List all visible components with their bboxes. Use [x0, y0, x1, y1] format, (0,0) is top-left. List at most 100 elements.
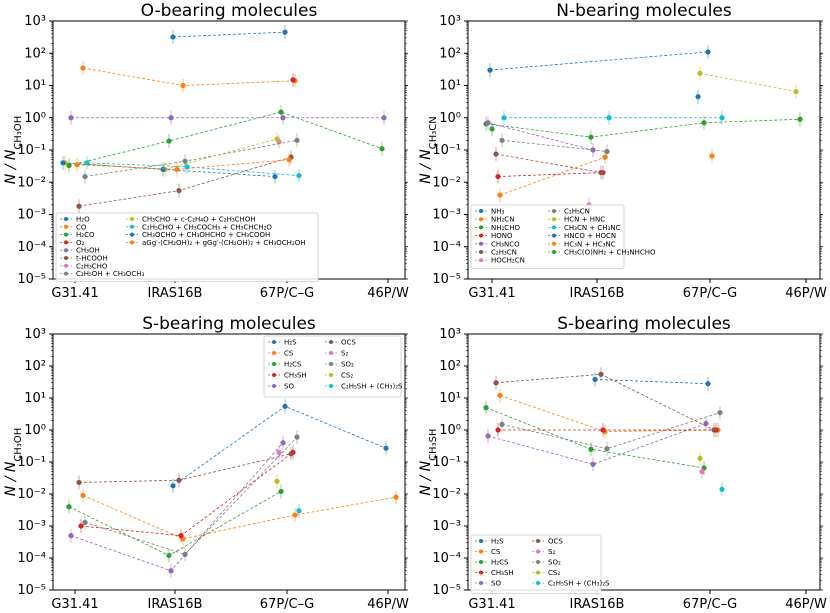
legend-swatch-marker [64, 271, 68, 276]
data-point [797, 116, 803, 122]
data-point [80, 492, 86, 499]
y-tick-label: 10³ [24, 327, 46, 342]
data-point [76, 203, 82, 209]
data-point [699, 469, 705, 475]
legend-swatch-marker [64, 232, 68, 237]
y-tick-label: 10⁰ [439, 423, 461, 438]
legend-swatch-marker [536, 560, 540, 564]
legend-entry-label: CH₃OCHO + CH₃OHCHO + CH₃COOH [142, 231, 270, 239]
y-axis-label-subscript: CH₃OH [13, 116, 24, 150]
legend-entry-label: H₂O [76, 216, 90, 224]
y-tick-label: 10⁻⁴ [432, 551, 461, 566]
legend-entry-label: HNCO + HOCN [564, 232, 616, 240]
data-point [296, 173, 302, 179]
y-tick-label: 10² [439, 46, 461, 61]
legend-entry-label: CO [76, 223, 87, 231]
data-point [717, 409, 723, 416]
y-tick-label: 10¹ [439, 391, 461, 406]
data-point [166, 138, 172, 144]
x-tick-label: IRAS16B [570, 597, 625, 612]
legend-entry-label: C₂H₅CN [564, 208, 590, 216]
series-line [487, 122, 594, 151]
legend-swatch-marker [552, 250, 556, 254]
legend-swatch-marker [552, 209, 556, 213]
data-point [176, 477, 182, 483]
y-tick-label: 10⁻³ [17, 208, 46, 223]
legend-swatch-marker [479, 581, 483, 585]
data-point [282, 403, 288, 409]
data-point [697, 70, 703, 76]
legend-swatch-marker [479, 570, 483, 575]
series-line [82, 67, 296, 86]
legend-entry-label: CH₃CHO + c-C₂H₄O + C₂H₃CHOH [142, 216, 256, 224]
legend-entry-label: S₂ [548, 548, 555, 556]
data-point [381, 115, 387, 121]
data-point [176, 188, 182, 194]
data-point [588, 134, 594, 140]
chart-title: O-bearing molecules [141, 1, 318, 21]
data-point [296, 508, 302, 514]
legend-swatch-marker [479, 258, 483, 263]
y-tick-label: 10⁻⁵ [17, 583, 46, 598]
legend-swatch-marker [130, 217, 134, 221]
legend-entry-label: CS₂ [548, 569, 560, 577]
legend-swatch-marker [130, 232, 134, 237]
legend-swatch-marker [130, 224, 134, 229]
series-line [78, 453, 292, 483]
series-line [485, 407, 705, 469]
legend-box [470, 534, 602, 594]
y-tick-label: 10⁻¹ [17, 455, 46, 470]
data-point [600, 427, 606, 433]
data-point [278, 488, 284, 495]
data-point [379, 146, 385, 152]
data-point [168, 568, 174, 574]
data-point [501, 115, 507, 121]
legend-entry-label: S₂ [341, 350, 348, 358]
legend-swatch-marker [479, 549, 483, 554]
data-point [499, 421, 505, 427]
data-point [383, 445, 389, 451]
legend-box [470, 204, 625, 269]
y-tick-label: 10⁻¹ [432, 143, 461, 158]
y-tick-label: 10⁰ [24, 423, 46, 438]
x-tick-label: G31.41 [468, 286, 515, 301]
data-point [483, 405, 489, 411]
data-point [278, 109, 284, 115]
legend: H₂S CS H₂CS CH₃SH SO OCS S₂ SO₂ CS₂ C₂H₅SH + (CH₃… [263, 335, 403, 398]
legend-swatch-marker [479, 225, 483, 230]
y-tick-label: 10¹ [24, 391, 46, 406]
legend-entry-label: CH₃SH [284, 372, 307, 380]
legend-entry-label: SO [491, 580, 501, 588]
data-point [489, 126, 495, 132]
data-point [793, 88, 799, 95]
legend-entry-label: aGg′-(CH₂OH)₂ + gGg′-(CH₂OH)₂ + CH₃OCH₂O… [142, 239, 306, 247]
data-point [274, 136, 280, 142]
data-point [182, 158, 188, 164]
legend-entry-label: HC₃N + HC₃NC [564, 240, 616, 248]
data-point [170, 483, 176, 489]
legend-swatch-marker [552, 217, 556, 222]
legend-entry-label: CH₃OH [76, 247, 100, 255]
chart-title: N-bearing molecules [556, 1, 732, 21]
data-point [280, 115, 286, 121]
data-point [711, 427, 717, 433]
y-axis-label: N / NCH₃CN [418, 116, 439, 184]
chart-title: S-bearing molecules [142, 314, 316, 334]
data-point [602, 154, 608, 160]
series-line [501, 412, 721, 450]
legend-entry-label: NH₂CHO [491, 224, 520, 232]
legend-entry-label: HOCH₂CN [491, 257, 525, 265]
data-point [66, 162, 72, 169]
data-point [495, 173, 501, 180]
data-point [493, 151, 499, 157]
data-point [78, 523, 84, 529]
data-point [178, 533, 184, 539]
legend-entry-label: O₂ [76, 239, 85, 247]
data-point [80, 65, 86, 71]
legend-swatch-marker [552, 225, 556, 230]
legend-swatch-marker [272, 384, 276, 388]
y-tick-label: 10³ [439, 327, 461, 342]
series-line [80, 452, 294, 537]
legend-swatch-marker [329, 384, 333, 388]
